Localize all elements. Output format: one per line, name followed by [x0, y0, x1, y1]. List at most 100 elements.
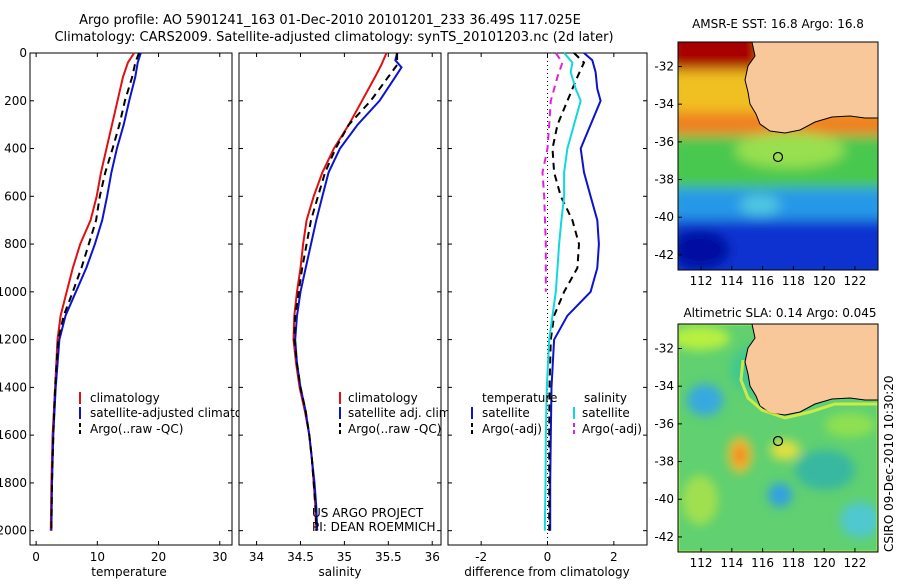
temperature-series	[49, 52, 142, 531]
map-x-tick-label: 116	[751, 274, 774, 288]
sla-map-title: Altimetric SLA: 0.14 Argo: 0.045	[683, 306, 876, 320]
sst-map: AMSR-E SST: 16.8 Argo: 16.8 112 114 116 118…	[654, 17, 879, 288]
legend-t-argo-label: Argo(-adj)	[482, 422, 542, 436]
difference-ticks: -2 0 2	[448, 52, 647, 564]
figure-title-line2: Climatology: CARS2009. Satellite-adjuste…	[54, 30, 613, 45]
map-y-tick-label: -40	[654, 492, 674, 506]
legend-climatology-label: climatology	[90, 391, 160, 405]
map-y-tick-label: -32	[654, 59, 674, 73]
y-tick-label: 1000	[0, 285, 27, 299]
x-tick-label: 35.5	[375, 550, 402, 564]
difference-panel: -2 0 2 difference from climatology tempera…	[447, 52, 648, 579]
x-tick-label: 0	[32, 550, 40, 564]
x-tick-label: 30	[212, 550, 227, 564]
map-x-tick-label: 112	[690, 274, 713, 288]
x-tick-label: 0	[544, 550, 552, 564]
map-x-tick-label: 112	[690, 556, 713, 570]
sst-map-ticks: 112 114 116 118 120 122 -32 -34 -36 -38 -40 -42	[654, 59, 866, 288]
map-y-tick-label: -40	[654, 210, 674, 224]
y-tick-label: 0	[19, 46, 27, 60]
sla-map-field	[678, 324, 878, 552]
temperature-xlabel: temperature	[91, 565, 166, 579]
map-y-tick-label: -36	[654, 417, 674, 431]
x-tick-label: 20	[151, 550, 166, 564]
x-tick-label: 36	[425, 550, 440, 564]
y-tick-label: 600	[4, 189, 27, 203]
difference-axes-box	[447, 52, 648, 546]
legend-t-satellite-label: satellite	[482, 406, 530, 420]
sst-map-field	[678, 42, 878, 270]
sla-map-box	[677, 323, 879, 553]
sst-land	[744, 42, 878, 134]
y-tick-label: 800	[4, 237, 27, 251]
map-x-tick-label: 118	[782, 274, 805, 288]
salinity-xlabel: salinity	[318, 565, 361, 579]
x-tick-label: 10	[90, 550, 105, 564]
map-y-tick-label: -34	[654, 97, 674, 111]
map-y-tick-label: -36	[654, 135, 674, 149]
legend-satellite-label: satellite-adjusted climatology	[90, 406, 268, 420]
y-tick-label: 2000	[0, 524, 27, 538]
sst-map-title: AMSR-E SST: 16.8 Argo: 16.8	[692, 17, 864, 31]
x-tick-label: 34.5	[287, 550, 314, 564]
sst-map-box	[677, 41, 879, 271]
salinity-axes-box	[238, 52, 442, 546]
project-annotation-line1: US ARGO PROJECT	[312, 506, 424, 520]
legend-argo-label: Argo(..raw -QC)	[90, 422, 183, 436]
legend-temperature-title: temperature	[482, 391, 557, 405]
x-tick-label: 35	[337, 550, 352, 564]
sst-argo-marker	[772, 151, 784, 163]
y-tick-label: 400	[4, 142, 27, 156]
series-line	[549, 52, 602, 531]
legend-s-argo-label: Argo(-adj)	[582, 422, 642, 436]
legend-s-satellite-label: satellite	[582, 406, 630, 420]
y-tick-label: 1800	[0, 476, 27, 490]
series-line	[294, 52, 403, 531]
series-line	[541, 52, 564, 292]
figure-title-line1: Argo profile: AO 5901241_163 01-Dec-2010…	[79, 13, 581, 28]
difference-xlabel: difference from climatology	[464, 565, 630, 579]
legend-climatology-label: climatology	[348, 391, 418, 405]
x-tick-label: 2	[610, 550, 618, 564]
series-line	[543, 52, 582, 531]
temperature-legend: climatology satellite-adjusted climatolo…	[79, 391, 268, 436]
map-y-tick-label: -42	[654, 530, 674, 544]
map-x-tick-label: 118	[782, 556, 805, 570]
difference-legend: temperature salinity satellite Argo(-adj…	[471, 391, 642, 436]
y-tick-label: 1600	[0, 428, 27, 442]
map-y-tick-label: -42	[654, 248, 674, 262]
map-x-tick-label: 122	[843, 556, 866, 570]
map-y-tick-label: -38	[654, 173, 674, 187]
map-x-tick-label: 120	[813, 274, 836, 288]
series-line	[293, 53, 399, 531]
y-tick-label: 1200	[0, 333, 27, 347]
map-y-tick-label: -34	[654, 379, 674, 393]
map-x-tick-label: 114	[720, 274, 743, 288]
map-y-tick-label: -38	[654, 455, 674, 469]
legend-argo-label: Argo(..raw -QC)	[348, 422, 441, 436]
salinity-panel: 34 34.5 35 35.5 36 salinity climatology sate…	[238, 52, 454, 579]
map-y-tick-label: -32	[654, 341, 674, 355]
project-annotation-line2: PI: DEAN ROEMMICH	[312, 520, 435, 534]
map-x-tick-label: 120	[813, 556, 836, 570]
legend-salinity-title: salinity	[584, 391, 627, 405]
y-tick-label: 1400	[0, 380, 27, 394]
temperature-ticks: 0 200 400 600 800 1000 1200 1400 1600 1800 2000 0 10…	[0, 46, 232, 564]
sla-map: Altimetric SLA: 0.14 Argo: 0.045	[654, 306, 879, 570]
difference-series	[541, 52, 602, 545]
salinity-ticks: 34 34.5 35 35.5 36	[239, 52, 441, 564]
sla-argo-marker	[772, 435, 784, 447]
x-tick-label: -2	[475, 550, 487, 564]
x-tick-label: 34	[249, 550, 264, 564]
legend-satellite-label: satellite adj. clim.	[348, 406, 454, 420]
salinity-legend: climatology satellite adj. clim. Argo(..…	[339, 391, 454, 436]
temperature-axes-box	[29, 52, 233, 546]
sla-map-ticks: 112 114 116 118 120 122 -32 -34 -36 -38 -40 -42	[654, 341, 866, 570]
credit-text: CSIRO 09-Dec-2010 10:30:20	[882, 375, 896, 552]
map-x-tick-label: 114	[720, 556, 743, 570]
salinity-series	[292, 52, 403, 531]
series-line	[50, 52, 140, 531]
y-tick-label: 200	[4, 94, 27, 108]
